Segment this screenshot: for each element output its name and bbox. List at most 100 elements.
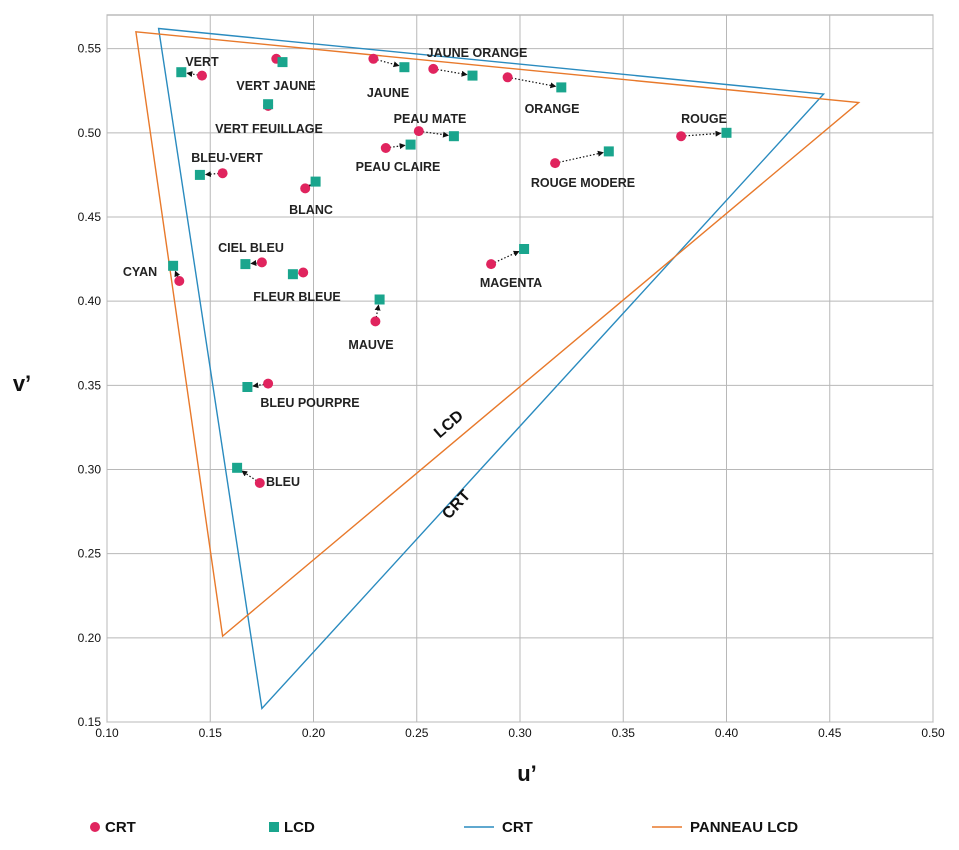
lcd-point-jaune (399, 62, 410, 73)
crt-point-jaune (368, 53, 379, 64)
crt-point-magenta (486, 259, 497, 270)
crt-point-jaune-orange (428, 63, 439, 74)
connector-rouge-modere (558, 150, 604, 163)
point-label-blanc: BLANC (289, 203, 333, 217)
point-label-bleu-vert: BLEU-VERT (191, 151, 263, 165)
connector-jaune-orange (437, 68, 468, 77)
x-tick-label: 0.45 (818, 726, 842, 740)
y-tick-label: 0.55 (78, 42, 102, 56)
lcd-point-vert (176, 67, 187, 78)
y-tick-label: 0.45 (78, 210, 102, 224)
legend: CRT LCD CRT PANNEAU LCD (90, 819, 798, 836)
x-tick-label: 0.15 (199, 726, 223, 740)
y-axis-title: v’ (13, 371, 31, 396)
point-label-vert-feuillage: VERT FEUILLAGE (215, 122, 323, 136)
point-label-cyan: CYAN (123, 265, 157, 279)
x-tick-label: 0.50 (921, 726, 945, 740)
lcd-point-fleur-bleue (287, 269, 298, 280)
x-tick-label: 0.35 (612, 726, 636, 740)
lcd-point-peau-claire (405, 139, 416, 150)
crt-gamut-triangle (157, 27, 826, 711)
lcd-point-jaune-orange (467, 70, 478, 81)
crt-point-vert (197, 70, 207, 81)
crt-point-cyan (174, 276, 185, 286)
crt-point-bleu-pourpre (263, 378, 274, 389)
lcd-point-vert-jaune (277, 57, 288, 68)
point-label-mauve: MAUVE (348, 338, 393, 352)
legend-label-crt-point: CRT (105, 819, 136, 836)
point-label-bleu: BLEU (266, 475, 300, 489)
point-label-jaune: JAUNE (367, 86, 409, 100)
point-label-ciel-bleu: CIEL BLEU (218, 241, 284, 255)
crt-point-orange (502, 72, 513, 83)
point-label-vert: VERT (185, 55, 219, 69)
y-tick-label: 0.35 (78, 378, 102, 392)
point-label-bleu-pourpre: BLEU POURPRE (260, 396, 359, 410)
lcd-point-peau-mate (448, 131, 459, 142)
x-tick-label: 0.10 (95, 726, 119, 740)
point-label-magenta: MAGENTA (480, 276, 542, 290)
point-labels: VERT VERT JAUNE VERT FEUILLAGE JAUNE JAUNE O… (123, 46, 727, 489)
connector-cyan (174, 270, 181, 278)
crt-point-fleur-bleue (298, 267, 309, 278)
point-label-peau-claire: PEAU CLAIRE (356, 160, 441, 174)
connector-peau-mate (422, 131, 449, 138)
connector-peau-claire (389, 143, 406, 150)
x-tick-label: 0.30 (508, 726, 532, 740)
y-tick-label: 0.20 (78, 631, 102, 645)
x-axis-title: u’ (517, 761, 537, 786)
connector-jaune (377, 59, 400, 68)
legend-lcd-marker (269, 822, 279, 832)
y-tick-label: 0.30 (78, 463, 102, 477)
lcd-point-bleu (232, 462, 243, 473)
legend-label-crt-line: CRT (502, 819, 533, 836)
legend-label-lcd-line: PANNEAU LCD (690, 819, 798, 836)
connector-bleu (241, 470, 257, 482)
lcd-point-bleu-pourpre (242, 382, 253, 392)
crt-point-bleu-vert (217, 168, 228, 179)
crt-point-peau-mate (413, 126, 424, 137)
lcd-point-ciel-bleu (240, 259, 251, 270)
y-tick-label: 0.25 (78, 547, 102, 561)
lcd-point-blanc (310, 176, 321, 187)
lcd-point-rouge-modere (603, 146, 614, 157)
point-label-rouge-modere: ROUGE MODERE (531, 176, 635, 190)
lcd-gamut-triangle (135, 31, 861, 638)
legend-label-lcd-point: LCD (284, 819, 315, 836)
y-tick-label: 0.15 (78, 715, 102, 729)
lcd-gamut-label: LCD (431, 407, 467, 441)
tick-labels: 0.10 0.15 0.20 0.25 0.30 0.35 0.40 0.45 0.500.15… (78, 42, 945, 740)
connector-bleu-vert (204, 171, 219, 178)
point-label-peau-mate: PEAU MATE (394, 112, 467, 126)
y-tick-label: 0.40 (78, 294, 102, 308)
crt-point-mauve (370, 316, 381, 327)
lcd-point-magenta (519, 244, 530, 254)
legend-crt-marker (90, 822, 100, 832)
crt-point-ciel-bleu (256, 257, 267, 268)
crt-point-bleu (254, 478, 265, 488)
point-label-jaune-orange: JAUNE ORANGE (427, 46, 528, 60)
connector-magenta (494, 250, 520, 264)
crt-point-rouge (676, 131, 687, 142)
y-tick-label: 0.50 (78, 126, 102, 140)
lcd-point-mauve (374, 294, 385, 305)
grid (106, 14, 934, 723)
point-label-orange: ORANGE (525, 102, 580, 116)
crt-point-blanc (300, 183, 311, 194)
crt-point-rouge-modere (550, 158, 561, 169)
crt-gamut-label: CRT (439, 487, 474, 523)
point-label-rouge: ROUGE (681, 112, 727, 126)
lcd-point-bleu-vert (194, 169, 205, 180)
x-tick-label: 0.40 (715, 726, 739, 740)
markers (168, 53, 732, 488)
x-tick-label: 0.20 (302, 726, 326, 740)
lcd-point-cyan (168, 260, 179, 271)
x-tick-label: 0.25 (405, 726, 429, 740)
connector-ciel-bleu (250, 260, 258, 267)
point-label-fleur-bleue: FLEUR BLEUE (253, 290, 341, 304)
connector-vert (186, 71, 199, 77)
point-label-vert-jaune: VERT JAUNE (236, 79, 315, 93)
lcd-point-orange (556, 82, 567, 93)
